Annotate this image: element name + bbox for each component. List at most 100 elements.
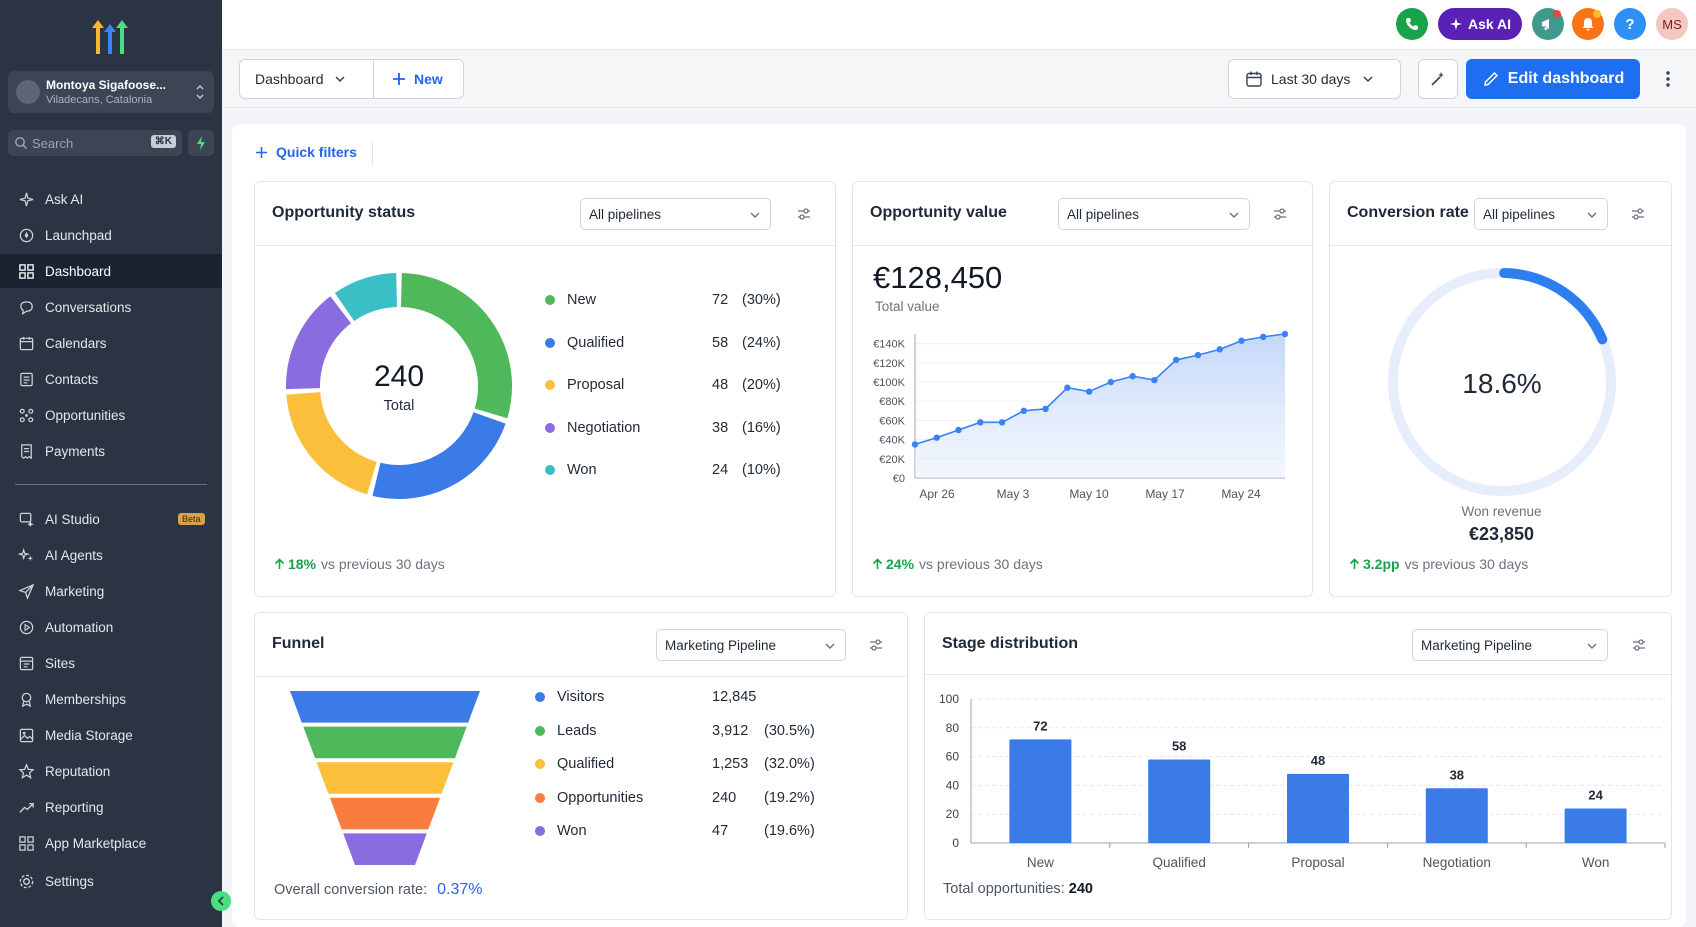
donut-slice-qualified[interactable] bbox=[372, 411, 506, 499]
value-point[interactable] bbox=[977, 419, 984, 426]
notifications-button[interactable] bbox=[1572, 8, 1604, 40]
sidebar-item-launchpad[interactable]: Launchpad bbox=[0, 218, 222, 252]
announcements-button[interactable] bbox=[1532, 8, 1564, 40]
bar-won[interactable] bbox=[1564, 808, 1627, 843]
help-button[interactable]: ? bbox=[1614, 8, 1646, 40]
sidebar-item-app-marketplace[interactable]: App Marketplace bbox=[0, 826, 222, 860]
value-point[interactable] bbox=[911, 441, 919, 448]
sliders-icon[interactable] bbox=[1272, 206, 1288, 222]
user-avatar[interactable]: MS bbox=[1656, 8, 1688, 40]
sidebar-item-contacts[interactable]: Contacts bbox=[0, 362, 222, 396]
sidebar-item-opportunities[interactable]: Opportunities bbox=[0, 398, 222, 432]
pipeline-select-value: All pipelines bbox=[1483, 206, 1556, 222]
value-point[interactable] bbox=[955, 426, 962, 434]
value-point[interactable] bbox=[1194, 351, 1202, 359]
edit-dashboard-button[interactable]: Edit dashboard bbox=[1466, 59, 1640, 99]
sliders-icon[interactable] bbox=[1631, 637, 1647, 653]
phone-button[interactable] bbox=[1396, 8, 1428, 40]
sidebar-item-label: Settings bbox=[45, 873, 94, 889]
bar-negotiation[interactable] bbox=[1425, 788, 1488, 843]
sidebar-item-label: Launchpad bbox=[45, 227, 112, 243]
x-tick-label: Proposal bbox=[1291, 855, 1344, 870]
funnel-stage-won[interactable] bbox=[343, 833, 427, 865]
date-range-select[interactable]: Last 30 days bbox=[1228, 59, 1401, 99]
sidebar-item-media-storage[interactable]: Media Storage bbox=[0, 718, 222, 752]
quick-filters-label: Quick filters bbox=[276, 144, 357, 160]
funnel-stage-opportunities[interactable] bbox=[329, 797, 441, 830]
bar-qualified[interactable] bbox=[1148, 759, 1211, 843]
account-switcher[interactable]: Montoya Sigafoose... Viladecans, Catalon… bbox=[8, 71, 214, 113]
ask-ai-button[interactable]: Ask AI bbox=[1438, 8, 1522, 40]
value-point[interactable] bbox=[998, 419, 1006, 426]
dashboard-select[interactable]: Dashboard bbox=[240, 60, 374, 98]
search-input[interactable]: Search ⌘K bbox=[8, 130, 182, 156]
bar-proposal[interactable] bbox=[1287, 773, 1349, 843]
ai-insights-button[interactable] bbox=[1418, 59, 1458, 99]
legend-count: 12,845 bbox=[712, 689, 757, 705]
pipeline-select[interactable]: Marketing Pipeline bbox=[1412, 629, 1608, 661]
sidebar-item-automation[interactable]: Automation bbox=[0, 610, 222, 644]
value-point[interactable] bbox=[1151, 376, 1158, 384]
sidebar-item-calendars[interactable]: Calendars bbox=[0, 326, 222, 360]
sidebar-item-label: Contacts bbox=[45, 371, 99, 387]
bar-new[interactable] bbox=[1009, 739, 1072, 843]
legend-label: Leads bbox=[557, 722, 597, 739]
quick-filters-button[interactable]: Quick filters bbox=[255, 144, 357, 160]
app-logo[interactable] bbox=[88, 16, 134, 56]
sidebar-item-reputation[interactable]: Reputation bbox=[0, 754, 222, 788]
value-point[interactable] bbox=[1260, 333, 1267, 341]
donut-slice-negotiation[interactable] bbox=[286, 296, 352, 390]
pipeline-select[interactable]: Marketing Pipeline bbox=[656, 629, 846, 661]
sidebar-item-label: Memberships bbox=[45, 691, 127, 707]
pipeline-select[interactable]: All pipelines bbox=[580, 198, 771, 230]
sidebar-item-payments[interactable]: Payments bbox=[0, 434, 222, 468]
sidebar-item-label: Media Storage bbox=[45, 727, 133, 743]
sidebar-item-conversations[interactable]: Conversations bbox=[0, 290, 222, 324]
funnel-stage-qualified[interactable] bbox=[316, 762, 454, 794]
quick-action-button[interactable] bbox=[188, 130, 214, 156]
value-point[interactable] bbox=[1216, 346, 1223, 353]
value-point[interactable] bbox=[1281, 330, 1289, 338]
sidebar-item-sites[interactable]: Sites bbox=[0, 646, 222, 680]
value-point[interactable] bbox=[1129, 373, 1136, 380]
sidebar-item-ask-ai[interactable]: Ask AI bbox=[0, 182, 222, 216]
x-tick-label: New bbox=[1027, 855, 1054, 870]
funnel-stage-visitors[interactable] bbox=[290, 691, 480, 723]
donut-slice-new[interactable] bbox=[400, 273, 512, 419]
legend-value: 48 (20%) bbox=[712, 377, 781, 393]
pipeline-select[interactable]: All pipelines bbox=[1058, 198, 1250, 230]
value-point[interactable] bbox=[1238, 337, 1245, 344]
sidebar-item-reporting[interactable]: Reporting bbox=[0, 790, 222, 824]
pipeline-select[interactable]: All pipelines bbox=[1474, 198, 1608, 230]
sidebar-item-label: Ask AI bbox=[45, 191, 84, 207]
trend-up: 24% bbox=[872, 556, 914, 572]
bell-icon bbox=[1582, 18, 1594, 31]
value-point[interactable] bbox=[1172, 356, 1180, 364]
value-point[interactable] bbox=[1020, 407, 1028, 414]
sidebar-item-ai-studio[interactable]: AI Studio Beta bbox=[0, 502, 222, 536]
sidebar-item-settings[interactable]: Settings bbox=[0, 864, 222, 898]
sliders-icon[interactable] bbox=[796, 206, 812, 222]
sidebar-item-label: AI Agents bbox=[45, 547, 103, 563]
sliders-icon[interactable] bbox=[1630, 206, 1646, 222]
sidebar-item-marketing[interactable]: Marketing bbox=[0, 574, 222, 608]
value-point[interactable] bbox=[1064, 384, 1071, 391]
value-point[interactable] bbox=[1042, 405, 1049, 413]
sliders-icon[interactable] bbox=[868, 637, 884, 653]
sidebar-item-dashboard[interactable]: Dashboard bbox=[0, 254, 222, 288]
donut-slice-won[interactable] bbox=[334, 273, 398, 322]
y-tick-label: 80 bbox=[946, 721, 960, 735]
sidebar-item-memberships[interactable]: Memberships bbox=[0, 682, 222, 716]
collapse-sidebar-button[interactable] bbox=[211, 891, 231, 911]
value-point[interactable] bbox=[933, 434, 940, 441]
value-point[interactable] bbox=[1085, 388, 1093, 395]
new-dashboard-button[interactable]: New bbox=[374, 60, 463, 98]
legend-value: 24 (10%) bbox=[712, 462, 781, 478]
more-options-button[interactable] bbox=[1656, 67, 1680, 91]
sidebar-divider bbox=[15, 484, 207, 485]
value-point[interactable] bbox=[1107, 378, 1115, 386]
sidebar-item-ai-agents[interactable]: AI Agents bbox=[0, 538, 222, 572]
chevron-down-icon bbox=[1587, 212, 1597, 218]
donut-slice-proposal[interactable] bbox=[286, 391, 378, 495]
funnel-stage-leads[interactable] bbox=[303, 726, 467, 759]
